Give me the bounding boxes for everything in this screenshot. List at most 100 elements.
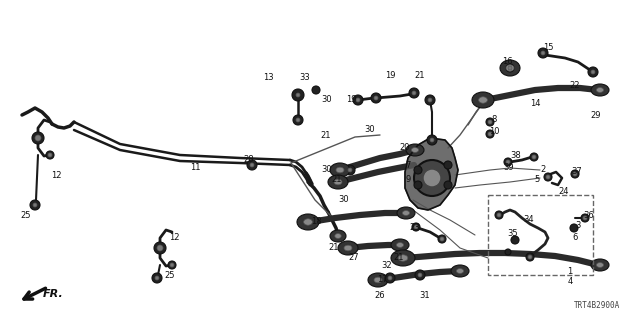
Text: 30: 30 [322, 165, 332, 174]
Circle shape [170, 263, 174, 267]
Ellipse shape [500, 60, 520, 76]
Text: 17: 17 [377, 276, 387, 284]
Circle shape [570, 224, 578, 232]
Circle shape [155, 276, 159, 280]
Circle shape [292, 89, 304, 101]
Circle shape [371, 93, 381, 103]
Circle shape [414, 160, 450, 196]
Text: 19: 19 [346, 95, 356, 105]
Circle shape [168, 261, 176, 269]
Text: 10: 10 [489, 127, 499, 137]
Circle shape [588, 67, 598, 77]
Text: 18: 18 [310, 218, 321, 227]
Circle shape [48, 153, 52, 157]
Ellipse shape [338, 241, 358, 255]
Circle shape [247, 160, 257, 170]
Circle shape [250, 163, 254, 167]
Ellipse shape [396, 243, 404, 247]
Circle shape [506, 160, 510, 164]
Circle shape [504, 158, 512, 166]
Text: 22: 22 [570, 81, 580, 90]
Text: 23: 23 [410, 223, 420, 233]
Circle shape [374, 96, 378, 100]
Ellipse shape [297, 214, 319, 230]
Circle shape [546, 175, 550, 179]
Circle shape [544, 173, 552, 181]
Circle shape [385, 273, 395, 283]
Ellipse shape [336, 167, 344, 173]
Ellipse shape [397, 207, 415, 219]
Circle shape [46, 151, 54, 159]
Text: 34: 34 [524, 215, 534, 225]
Ellipse shape [506, 65, 514, 71]
Text: 8: 8 [492, 116, 497, 124]
Circle shape [486, 118, 494, 126]
Circle shape [511, 236, 519, 244]
Text: TRT4B2900A: TRT4B2900A [573, 301, 620, 310]
Text: 29: 29 [591, 110, 601, 119]
Circle shape [530, 153, 538, 161]
Ellipse shape [391, 250, 415, 266]
Ellipse shape [403, 211, 410, 215]
Circle shape [32, 132, 44, 144]
Text: 20: 20 [400, 143, 410, 153]
Text: 38: 38 [511, 150, 522, 159]
Circle shape [154, 242, 166, 254]
Text: 30: 30 [322, 95, 332, 105]
Ellipse shape [330, 230, 346, 242]
Circle shape [356, 98, 360, 102]
Ellipse shape [344, 245, 352, 251]
Circle shape [353, 95, 363, 105]
Text: 25: 25 [164, 271, 175, 281]
Text: 21: 21 [329, 243, 339, 252]
Ellipse shape [412, 148, 419, 152]
Circle shape [33, 203, 37, 207]
Circle shape [293, 115, 303, 125]
Text: 15: 15 [543, 44, 553, 52]
Circle shape [423, 169, 441, 187]
Ellipse shape [479, 97, 488, 103]
Text: 4: 4 [568, 277, 573, 286]
Text: 12: 12 [51, 171, 61, 180]
Circle shape [414, 225, 418, 229]
Circle shape [425, 95, 435, 105]
Ellipse shape [368, 273, 388, 287]
Circle shape [573, 172, 577, 176]
Polygon shape [405, 138, 458, 210]
Circle shape [488, 120, 492, 124]
Text: 35: 35 [508, 228, 518, 237]
Bar [488, 195, 593, 275]
Circle shape [495, 211, 503, 219]
Text: 21: 21 [394, 252, 404, 261]
Circle shape [591, 70, 595, 74]
Text: 27: 27 [349, 252, 359, 261]
Text: FR.: FR. [43, 289, 64, 299]
Circle shape [412, 223, 420, 231]
Ellipse shape [596, 88, 604, 92]
Circle shape [430, 138, 434, 142]
Text: 30: 30 [365, 125, 375, 134]
Circle shape [538, 48, 548, 58]
Text: 39: 39 [504, 163, 515, 172]
Circle shape [345, 165, 355, 175]
Text: 1: 1 [568, 268, 573, 276]
Text: 21: 21 [415, 70, 425, 79]
Circle shape [571, 170, 579, 178]
Text: 5: 5 [534, 175, 540, 185]
Text: 37: 37 [572, 167, 582, 177]
Ellipse shape [391, 239, 409, 251]
Circle shape [506, 64, 514, 72]
Circle shape [418, 273, 422, 277]
Text: 31: 31 [420, 292, 430, 300]
Circle shape [312, 86, 320, 94]
Circle shape [152, 273, 162, 283]
Circle shape [428, 98, 432, 102]
Circle shape [414, 181, 422, 189]
Circle shape [497, 213, 501, 217]
Circle shape [348, 168, 352, 172]
Ellipse shape [398, 255, 408, 261]
Circle shape [488, 132, 492, 136]
Circle shape [296, 93, 300, 97]
Circle shape [532, 155, 536, 159]
Text: 11: 11 [189, 164, 200, 172]
